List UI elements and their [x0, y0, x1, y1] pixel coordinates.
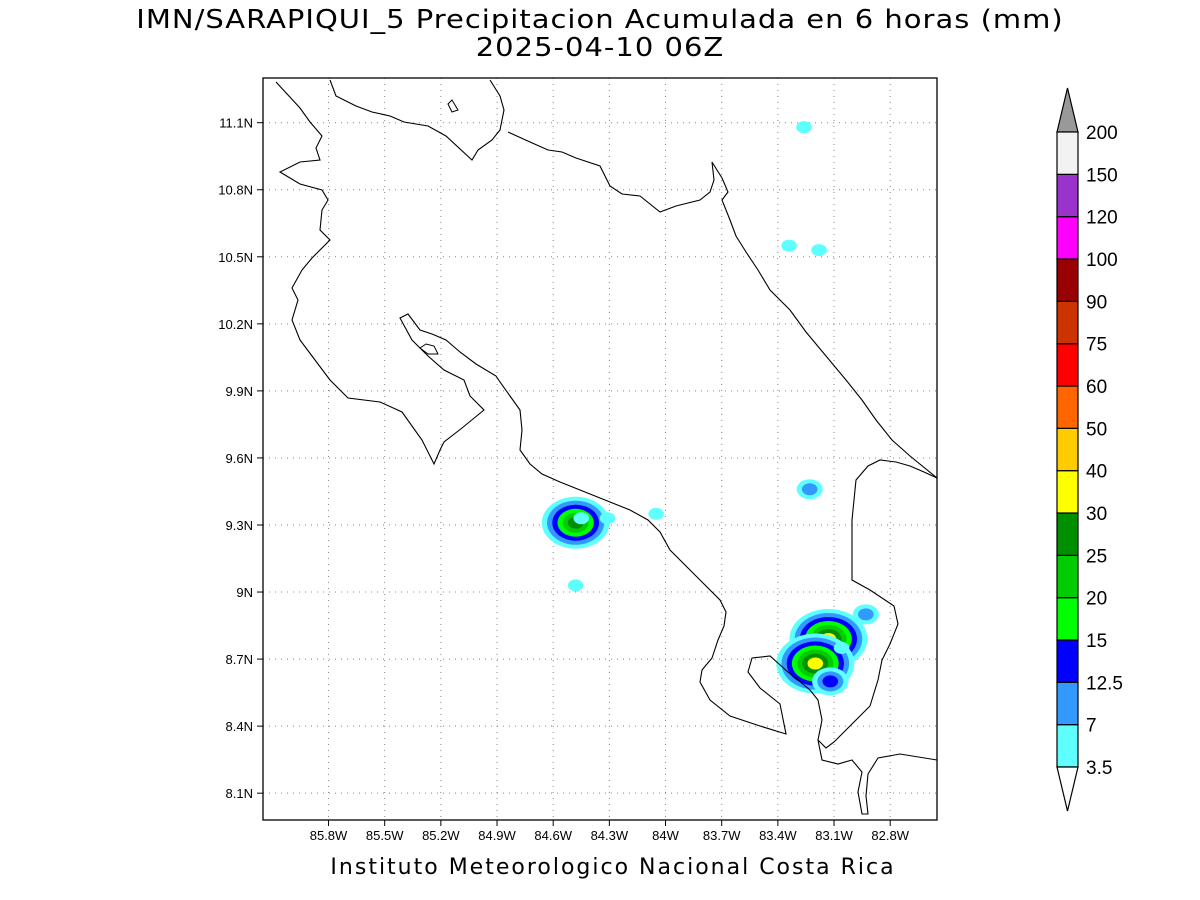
colorbar-label: 30 — [1086, 504, 1107, 525]
institution-credit: Instituto Meteorologico Nacional Costa R… — [330, 855, 896, 880]
lat-tick-label: 8.1N — [226, 786, 253, 801]
precip-contour — [801, 483, 818, 496]
colorbar-segment — [1056, 216, 1079, 260]
colorbar-label: 40 — [1086, 462, 1107, 483]
colorbar-segment — [1056, 512, 1079, 556]
precip-contour — [648, 507, 664, 520]
precip-contour — [807, 657, 824, 670]
precip-contour — [833, 641, 850, 654]
colorbar-segment — [1056, 343, 1079, 387]
colorbar-segment — [1056, 131, 1079, 175]
map-frame — [262, 77, 938, 821]
colorbar-label: 120 — [1086, 208, 1118, 229]
map-datetime: 2025-04-10 06Z — [475, 31, 725, 63]
colorbar-label: 12.5 — [1086, 673, 1123, 694]
lon-tick-label: 84.9W — [478, 828, 516, 843]
lat-tick-label: 10.5N — [218, 250, 253, 265]
lon-tick-label: 84W — [652, 828, 679, 843]
lat-tick-label: 9.6N — [226, 451, 253, 466]
colorbar-segment — [1056, 597, 1079, 641]
precip-contour — [781, 239, 797, 252]
colorbar-segment — [1056, 724, 1079, 768]
lat-tick-label: 9N — [236, 585, 253, 600]
panama-border — [817, 739, 937, 815]
precip-contour — [567, 579, 584, 592]
lat-tick-label: 11.1N — [219, 116, 253, 131]
colorbar-label: 200 — [1086, 123, 1118, 144]
colorbar-label: 150 — [1086, 165, 1118, 186]
colorbar-max-arrow — [1056, 87, 1079, 133]
lon-tick-label: 83.7W — [703, 828, 741, 843]
colorbar-segment — [1056, 173, 1079, 218]
lon-tick-label: 84.6W — [534, 828, 572, 843]
precip-contour — [858, 608, 874, 621]
lon-tick-label: 82.8W — [871, 828, 909, 843]
lon-tick-label: 85.2W — [422, 828, 460, 843]
lake-nicaragua-island — [447, 99, 459, 113]
colorbar-segment — [1056, 681, 1079, 726]
gulf-island — [419, 343, 439, 355]
lat-tick-label: 10.8N — [218, 183, 253, 198]
costa-rica-border — [275, 81, 937, 749]
precip-contour — [822, 675, 839, 688]
colorbar-segment — [1056, 470, 1079, 514]
lat-tick-label: 8.4N — [226, 719, 253, 734]
colorbar-label: 50 — [1086, 419, 1107, 440]
lon-tick-label: 83.4W — [759, 828, 797, 843]
precipitation-field — [541, 121, 879, 696]
lat-tick-label: 9.3N — [226, 518, 253, 533]
map-title: IMN/SARAPIQUI_5 Precipitacion Acumulada … — [136, 3, 1064, 35]
colorbar-label: 7 — [1086, 716, 1097, 737]
colorbar-label: 25 — [1086, 546, 1107, 567]
lon-tick-label: 85.8W — [310, 828, 348, 843]
colorbar-label: 100 — [1086, 250, 1118, 271]
colorbar-label: 75 — [1086, 335, 1107, 356]
colorbar-label: 60 — [1086, 377, 1107, 398]
coastline — [275, 79, 937, 815]
colorbar-label: 15 — [1086, 631, 1107, 652]
map-grid — [263, 78, 937, 820]
precip-contour — [811, 244, 827, 257]
precip-contour — [599, 512, 616, 525]
colorbar-segment — [1056, 385, 1079, 429]
colorbar: 3.5 7 12.5 15 20 25 30 40 50 60 75 90 100 120 150 200 — [1056, 87, 1123, 812]
map-axes: 85.8W 85.5W 85.2W 84.9W 84.6W 84.3W 84W 83.7W 83… — [218, 116, 909, 843]
colorbar-segment — [1056, 554, 1079, 599]
precip-contour — [796, 121, 812, 134]
colorbar-segment — [1056, 300, 1079, 345]
colorbar-min-arrow — [1056, 766, 1079, 812]
precip-contour — [573, 512, 590, 525]
colorbar-label: 3.5 — [1086, 758, 1112, 779]
lon-tick-label: 84.3W — [591, 828, 629, 843]
colorbar-label: 20 — [1086, 589, 1107, 610]
lon-tick-label: 85.5W — [366, 828, 404, 843]
nicaragua-border — [329, 79, 505, 161]
colorbar-label: 90 — [1086, 292, 1107, 313]
lat-tick-label: 9.9N — [226, 384, 253, 399]
colorbar-segment — [1056, 258, 1079, 302]
caribbean-coast — [507, 131, 937, 479]
colorbar-segment — [1056, 639, 1079, 683]
colorbar-segment — [1056, 427, 1079, 472]
lat-tick-label: 8.7N — [226, 652, 253, 667]
lat-tick-label: 10.2N — [218, 317, 253, 332]
lon-tick-label: 83.1W — [815, 828, 853, 843]
